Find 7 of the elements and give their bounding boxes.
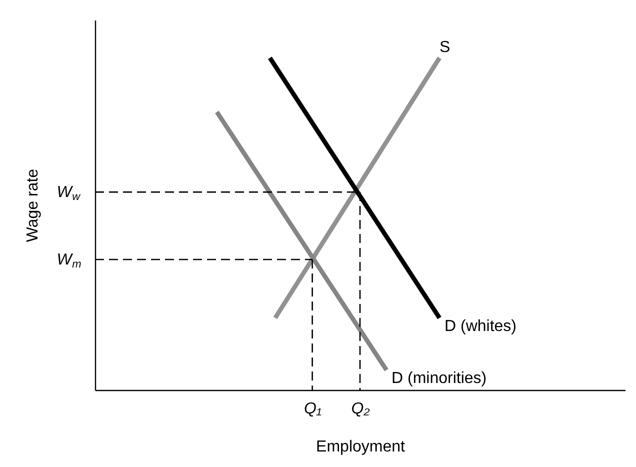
series-label: D (whites) — [444, 318, 517, 335]
y-axis-title: Wage rate — [24, 168, 42, 242]
series-label: S — [440, 38, 450, 56]
x-axis-title: Employment — [316, 438, 406, 456]
series-label: D (minorities) — [392, 370, 487, 388]
x-tick-label: Q₁ — [304, 400, 322, 418]
x-tick-label: Q₂ — [351, 400, 370, 418]
